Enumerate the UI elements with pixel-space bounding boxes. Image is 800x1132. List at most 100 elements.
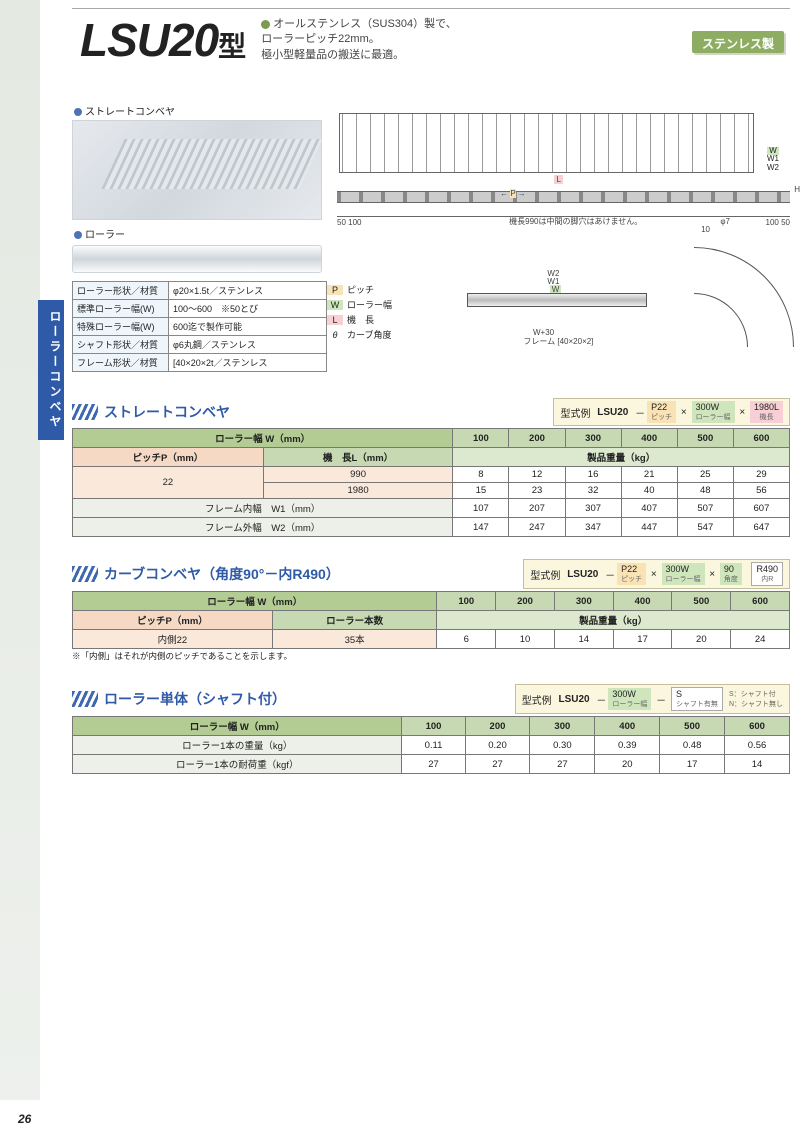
section-curve: カーブコンベヤ（角度90°－内R490） 型式例 LSU20 －P22ピッチ ×… xyxy=(72,559,790,662)
data-cell: 0.11 xyxy=(402,736,465,755)
weight-cell: 16 xyxy=(565,467,621,483)
frame-label: フレーム内幅 W1（mm） xyxy=(73,499,453,518)
type-example: 型式例 LSU20 －300Wローラー幅 － Sシャフト有無S：シャフト付 N：… xyxy=(515,684,790,714)
frame-cell: 347 xyxy=(565,518,621,537)
legend-item: Pピッチ xyxy=(327,283,392,296)
table-straight: ローラー幅 W（mm）100200300400500600ピッチP（mm）機 長… xyxy=(72,428,790,537)
upper-region: ストレートコンベヤ ローラー ローラー形状／材質φ20×1.5t／ステンレス標準… xyxy=(72,97,790,372)
legend-label: カーブ角度 xyxy=(347,330,391,340)
type-ex-model: LSU20 xyxy=(567,569,598,580)
data-cell: 0.30 xyxy=(530,736,595,755)
dim-right: 100 50 xyxy=(766,218,790,227)
data-cell: 0.56 xyxy=(725,736,790,755)
col-width: 400 xyxy=(621,429,677,448)
section-header: ストレートコンベヤ 型式例 LSU20 －P22ピッチ × 300Wローラー幅 … xyxy=(72,398,790,426)
col-header: ローラー幅 W（mm） xyxy=(73,717,402,736)
data-cell: 20 xyxy=(595,755,660,774)
side-watermark: Terauchi Conveyor Terauchi Conveyor Tera… xyxy=(0,0,40,1100)
data-cell: 27 xyxy=(402,755,465,774)
page-content: LSU20型 オールステンレス（SUS304）製で、 ローラーピッチ22mm。 … xyxy=(72,8,790,774)
diagram-top-view: W W1W2 xyxy=(337,97,790,173)
conveyor-photo xyxy=(72,120,322,220)
legend-item: θカーブ角度 xyxy=(327,328,392,341)
row-label: ローラー1本の重量（kg） xyxy=(73,736,402,755)
weight-cell: 10 xyxy=(496,630,555,649)
legend-key: P xyxy=(327,285,343,295)
legend-item: Wローラー幅 xyxy=(327,298,392,311)
col-width: 500 xyxy=(660,717,725,736)
col-width: 100 xyxy=(437,592,496,611)
len-header: 機 長L（mm） xyxy=(263,448,453,467)
col-width: 400 xyxy=(613,592,672,611)
section-header: カーブコンベヤ（角度90°－内R490） 型式例 LSU20 －P22ピッチ ×… xyxy=(72,559,790,589)
type-ex-chip: 300Wローラー幅 xyxy=(692,401,735,423)
col-width: 200 xyxy=(465,717,530,736)
type-ex-legend: S：シャフト付 N：シャフト無し xyxy=(729,689,783,709)
frame-cell: 407 xyxy=(621,499,677,518)
weight-cell: 40 xyxy=(621,483,677,499)
hatch-icon xyxy=(72,691,98,707)
weight-cell: 8 xyxy=(453,467,509,483)
upper-right: W W1W2 L ← P → 50 100 機長990は中間の脚穴はあけません。… xyxy=(327,97,790,372)
type-ex-prefix: 型式例 xyxy=(530,567,560,582)
diagram-side-view: L ← P → 50 100 機長990は中間の脚穴はあけません。 10 φ7 … xyxy=(337,177,790,217)
roller-photo xyxy=(72,245,322,273)
col-width: 600 xyxy=(725,717,790,736)
type-example: 型式例 LSU20 －P22ピッチ × 300Wローラー幅 × 1980L機長 xyxy=(553,398,790,426)
spec-row: フレーム形状／材質[40×20×2t／ステンレス xyxy=(73,354,327,372)
type-ex-chip: 300Wローラー幅 xyxy=(662,563,705,585)
count-header: ローラー本数 xyxy=(272,611,437,630)
weight-cell: 20 xyxy=(672,630,731,649)
frame-cell: 447 xyxy=(621,518,677,537)
len-val: 1980 xyxy=(263,483,453,499)
header: LSU20型 オールステンレス（SUS304）製で、 ローラーピッチ22mm。 … xyxy=(72,8,790,93)
col-width: 400 xyxy=(595,717,660,736)
bullet-icon xyxy=(74,231,82,239)
bullet-icon xyxy=(74,108,82,116)
spec-val: φ20×1.5t／ステンレス xyxy=(169,282,327,300)
rail-graphic xyxy=(339,113,754,173)
weight-cell: 24 xyxy=(731,630,790,649)
data-cell: 0.48 xyxy=(660,736,725,755)
col-width: 300 xyxy=(565,429,621,448)
data-cell: 27 xyxy=(465,755,530,774)
pitch-header: ピッチP（mm） xyxy=(73,448,264,467)
photo-label-roller: ローラー xyxy=(74,226,327,241)
col-width: 200 xyxy=(509,429,565,448)
pitch-val: 内側22 xyxy=(73,630,273,649)
frame-cell: 607 xyxy=(733,499,789,518)
curve-note: ※「内側」はそれが内側のピッチであることを示します。 xyxy=(72,650,790,662)
type-ex-chip: R490内R xyxy=(751,562,783,586)
frame-cell: 547 xyxy=(677,518,733,537)
legend-label: ローラー幅 xyxy=(347,300,392,310)
page-number: 26 xyxy=(18,1112,31,1126)
spec-key: フレーム形状／材質 xyxy=(73,354,169,372)
weight-cell: 32 xyxy=(565,483,621,499)
table-single: ローラー幅 W（mm）100200300400500600ローラー1本の重量（k… xyxy=(72,716,790,774)
data-cell: 0.39 xyxy=(595,736,660,755)
hatch-icon xyxy=(72,566,98,582)
spec-val: 100～600 ※50とび xyxy=(169,300,327,318)
dim-P: ← P → xyxy=(500,189,526,198)
data-cell: 14 xyxy=(725,755,790,774)
width-labels: W W1W2 xyxy=(756,147,790,173)
bullet-icon xyxy=(261,20,270,29)
upper-left: ストレートコンベヤ ローラー ローラー形状／材質φ20×1.5t／ステンレス標準… xyxy=(72,97,327,372)
frame-cell: 647 xyxy=(733,518,789,537)
photo-label-conveyor: ストレートコンベヤ xyxy=(74,103,327,118)
type-ex-chip: 300Wローラー幅 xyxy=(608,688,651,710)
weight-cell: 25 xyxy=(677,467,733,483)
col-header: ローラー幅 W（mm） xyxy=(73,429,453,448)
table-curve: ローラー幅 W（mm）100200300400500600ピッチP（mm）ローラ… xyxy=(72,591,790,649)
frame-label: フレーム外幅 W2（mm） xyxy=(73,518,453,537)
weight-cell: 56 xyxy=(733,483,789,499)
model-name: LSU20型 xyxy=(72,13,253,67)
spec-key: シャフト形状／材質 xyxy=(73,336,169,354)
weight-cell: 29 xyxy=(733,467,789,483)
dim-10: 10 xyxy=(701,225,710,234)
legend-item: L機 長 xyxy=(327,313,392,326)
col-width: 600 xyxy=(733,429,789,448)
spec-key: 特殊ローラー幅(W) xyxy=(73,318,169,336)
diagram-roller-cross: W2 W1 W W+30 フレーム [40×20×2] xyxy=(437,269,677,341)
col-width: 500 xyxy=(672,592,731,611)
